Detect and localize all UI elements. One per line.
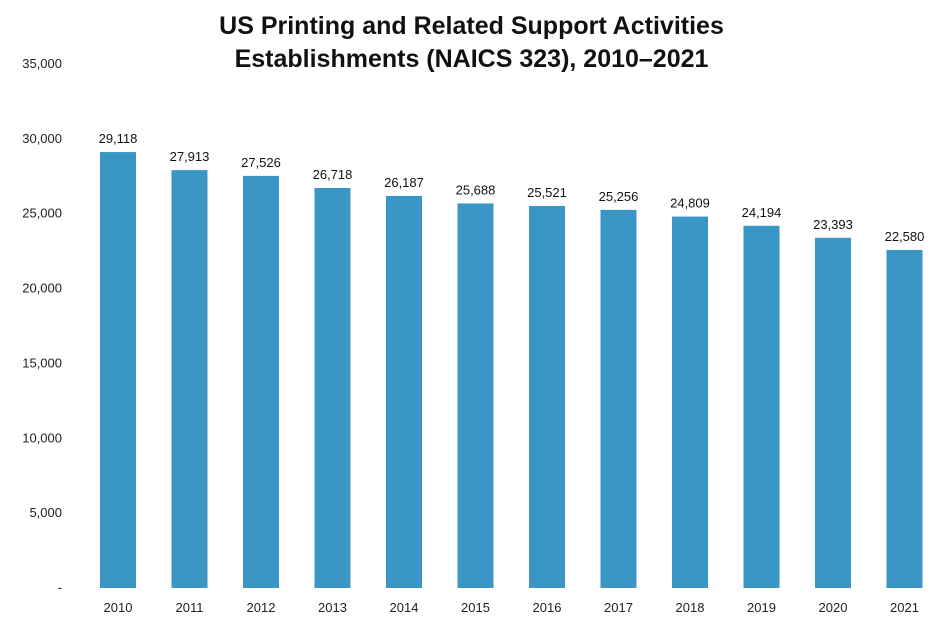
data-label: 23,393 [813,217,853,232]
x-tick-label: 2015 [461,600,490,615]
y-tick-label: 30,000 [22,131,62,146]
data-label: 24,194 [742,205,782,220]
bar [100,152,136,588]
bar [314,187,351,588]
bar [171,170,208,588]
bar [815,237,851,588]
y-tick-label: - [58,580,62,595]
y-tick-label: 10,000 [22,430,62,445]
data-label: 27,913 [170,149,210,164]
bar [886,249,923,589]
x-tick-label: 2018 [676,600,705,615]
data-label: 29,118 [99,131,138,146]
bar [386,195,422,588]
chart-title-line-1: US Printing and Related Support Activiti… [219,12,724,40]
x-tick-label: 2020 [819,600,848,615]
bar [743,225,780,588]
y-tick-label: 5,000 [29,505,62,520]
chart-title: US Printing and Related Support Activiti… [0,10,943,76]
x-tick-label: 2012 [247,600,276,615]
bar [672,216,708,588]
data-label: 27,526 [241,155,281,170]
x-tick-label: 2014 [390,600,419,615]
data-label: 25,521 [527,185,567,200]
chart-title-line-2: Establishments (NAICS 323), 2010–2021 [234,45,709,73]
data-label: 25,688 [456,182,496,197]
bar [529,205,565,588]
x-tick-label: 2011 [176,600,204,615]
y-tick-label: 25,000 [22,206,62,221]
x-tick-label: 2021 [890,600,919,615]
x-tick-label: 2010 [104,600,133,615]
data-label: 25,256 [599,189,639,204]
data-label: 26,718 [313,167,353,182]
data-label: 24,809 [670,196,710,211]
y-tick-label: 35,000 [22,56,62,71]
x-tick-label: 2019 [747,600,776,615]
y-tick-label: 15,000 [22,355,62,370]
bar [600,209,637,589]
x-tick-label: 2017 [604,600,633,615]
bar [243,175,279,588]
bar [457,203,494,588]
data-label: 22,580 [885,229,925,244]
y-tick-label: 20,000 [22,281,62,296]
x-tick-label: 2013 [318,600,347,615]
x-tick-label: 2016 [533,600,562,615]
data-label: 26,187 [384,175,424,190]
